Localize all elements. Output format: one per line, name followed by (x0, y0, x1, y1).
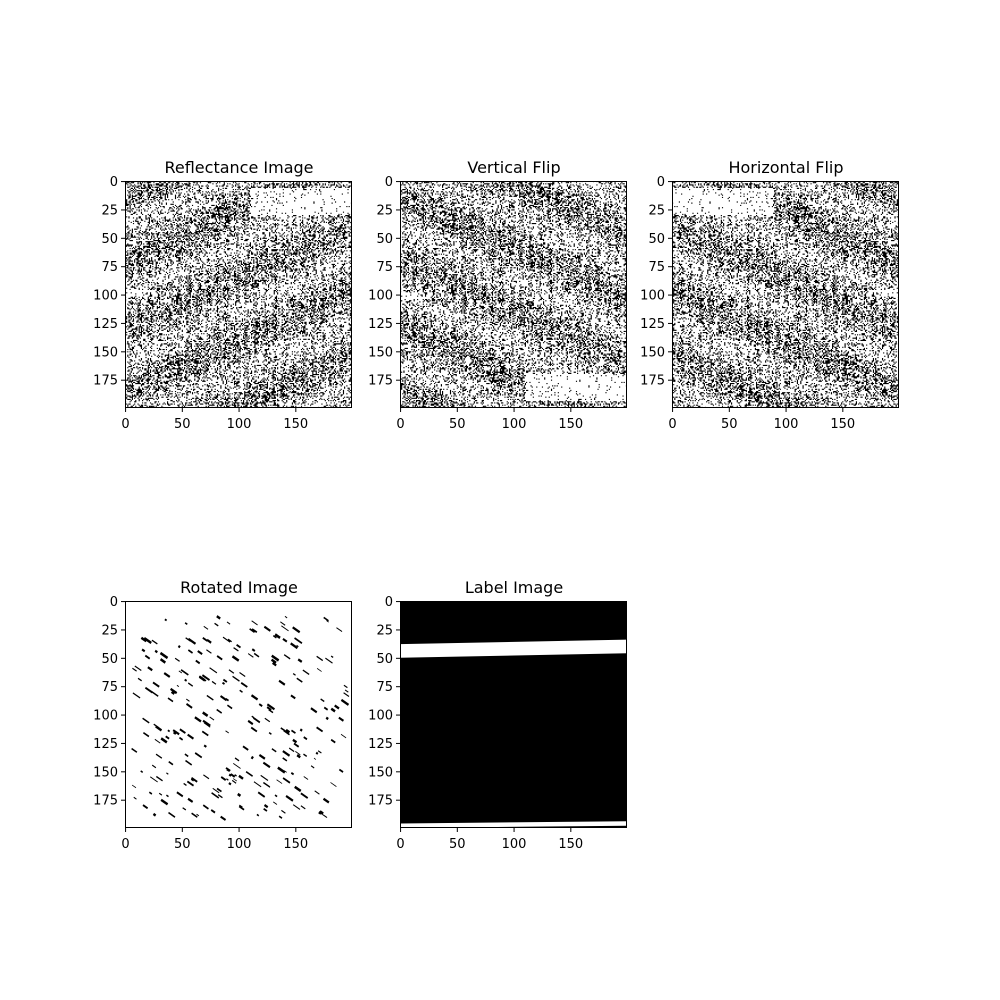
x-tick-label: 0 (121, 417, 129, 432)
x-tick-label: 50 (449, 417, 466, 432)
image-pixels (131, 615, 350, 821)
panel-vertical-flip: Vertical Flip 0 50 100 150 0 25 50 75 100 125 150 1… (368, 158, 628, 432)
x-tick-label: 100 (227, 837, 252, 852)
panel-title: Vertical Flip (467, 158, 560, 177)
y-tick-label: 100 (368, 709, 393, 724)
x-tick-label: 50 (721, 417, 738, 432)
y-tick-label: 0 (385, 175, 393, 190)
y-tick-label: 75 (101, 260, 118, 275)
y-tick-label: 125 (93, 317, 118, 332)
label-band (400, 821, 627, 828)
y-tick-label: 25 (101, 623, 118, 638)
image-pixels (672, 181, 900, 409)
label-background (400, 601, 627, 828)
y-tick-label: 125 (640, 317, 665, 332)
x-tick-label: 50 (174, 837, 191, 852)
x-tick-label: 50 (449, 837, 466, 852)
x-tick-label: 0 (668, 417, 676, 432)
image-pixels (400, 181, 628, 409)
y-tick-label: 0 (110, 175, 118, 190)
x-tick-label: 150 (830, 417, 855, 432)
x-tick-label: 50 (174, 417, 191, 432)
panel-label-image: Label Image 0 50 100 150 0 25 50 75 100 125 150 175 (368, 578, 627, 852)
y-tick-label: 25 (648, 203, 665, 218)
y-tick-label: 50 (376, 652, 393, 667)
y-tick-label: 100 (93, 709, 118, 724)
panel-title: Rotated Image (180, 578, 298, 597)
y-tick-label: 150 (93, 345, 118, 360)
x-tick-label: 0 (121, 837, 129, 852)
x-tick-label: 150 (558, 837, 583, 852)
x-tick-label: 100 (774, 417, 799, 432)
y-tick-label: 25 (376, 623, 393, 638)
axes-frame (400, 601, 627, 828)
y-tick-label: 50 (648, 232, 665, 247)
panel-title: Reflectance Image (164, 158, 313, 177)
axes-frame (125, 601, 352, 828)
y-tick-label: 150 (93, 765, 118, 780)
x-tick-label: 150 (283, 837, 308, 852)
y-tick-label: 25 (101, 203, 118, 218)
y-tick-label: 0 (657, 175, 665, 190)
y-tick-label: 150 (640, 345, 665, 360)
x-tick-label: 0 (396, 837, 404, 852)
image-pixels (124, 181, 353, 409)
panel-title: Horizontal Flip (728, 158, 843, 177)
y-tick-label: 175 (93, 794, 118, 809)
y-tick-label: 125 (368, 317, 393, 332)
x-tick-label: 150 (558, 417, 583, 432)
axes-frame (672, 181, 899, 408)
x-tick-label: 100 (502, 837, 527, 852)
panel-horizontal-flip: Horizontal Flip 0 50 100 150 0 25 50 75 100 125 15… (640, 158, 900, 432)
y-tick-label: 100 (93, 289, 118, 304)
x-tick-label: 100 (502, 417, 527, 432)
y-tick-label: 0 (110, 595, 118, 610)
y-tick-label: 50 (376, 232, 393, 247)
x-tick-label: 0 (396, 417, 404, 432)
y-tick-label: 175 (640, 374, 665, 389)
y-tick-label: 175 (368, 374, 393, 389)
panel-rotated-image: Rotated Image 0 50 100 150 0 25 50 75 100 125 150 1… (93, 578, 352, 852)
panel-title: Label Image (465, 578, 563, 597)
y-tick-label: 175 (368, 794, 393, 809)
y-tick-label: 125 (93, 737, 118, 752)
y-tick-label: 75 (376, 260, 393, 275)
y-tick-label: 50 (101, 652, 118, 667)
y-tick-label: 125 (368, 737, 393, 752)
panel-reflectance-image: Reflectance Image 0 50 100 150 0 25 50 75 100 125… (93, 158, 353, 432)
axes-frame (125, 181, 352, 408)
x-tick-label: 100 (227, 417, 252, 432)
y-tick-label: 50 (101, 232, 118, 247)
axes-frame (400, 181, 627, 408)
y-tick-label: 75 (101, 680, 118, 695)
y-tick-label: 75 (376, 680, 393, 695)
y-tick-label: 100 (640, 289, 665, 304)
x-tick-label: 150 (283, 417, 308, 432)
y-tick-label: 100 (368, 289, 393, 304)
label-band (400, 639, 627, 658)
y-tick-label: 175 (93, 374, 118, 389)
y-tick-label: 25 (376, 203, 393, 218)
y-tick-label: 0 (385, 595, 393, 610)
y-tick-label: 150 (368, 765, 393, 780)
y-tick-label: 75 (648, 260, 665, 275)
y-tick-label: 150 (368, 345, 393, 360)
